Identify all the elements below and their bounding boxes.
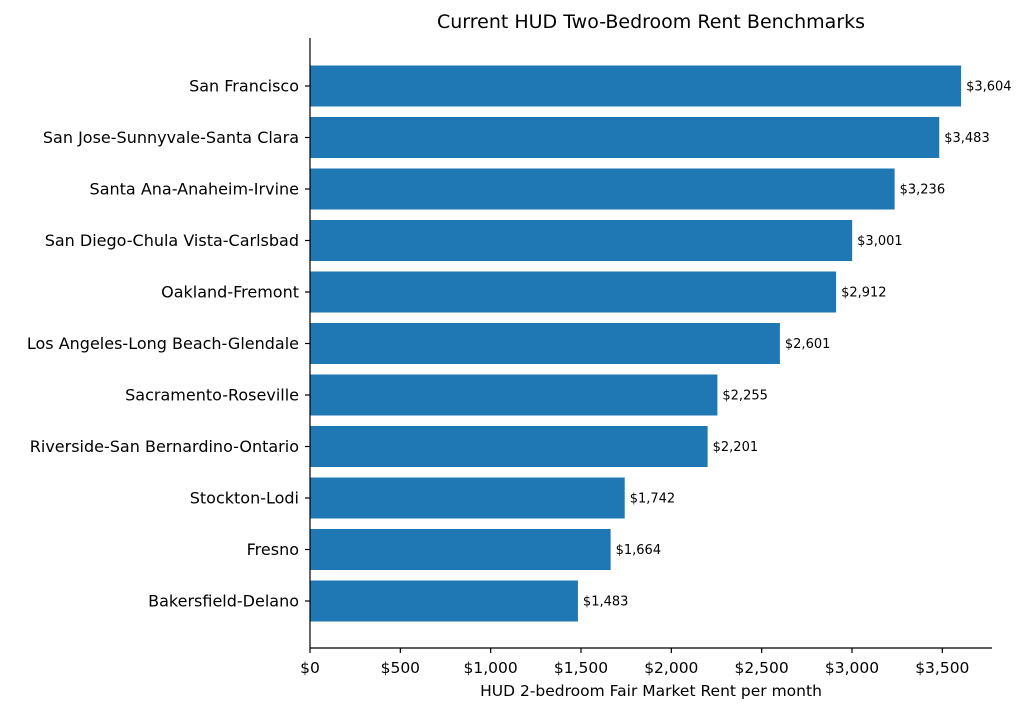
- bar: [310, 117, 940, 158]
- data-label: $3,236: [900, 183, 946, 198]
- category-label: Fresno: [247, 540, 299, 559]
- category-label: Oakland-Fremont: [161, 283, 299, 302]
- data-label: $1,483: [583, 595, 629, 610]
- bar: [310, 65, 962, 107]
- x-tick-label: $2,500: [735, 659, 789, 677]
- bar: [310, 323, 780, 364]
- x-tick-label: $3,000: [825, 659, 879, 677]
- bar: [310, 529, 611, 570]
- category-label: Bakersfield-Delano: [148, 592, 299, 611]
- data-label: $2,601: [785, 337, 831, 352]
- bar: [310, 168, 895, 210]
- category-labels-group: San Francisco San Jose-Sunnyvale-Santa Cl…: [27, 77, 310, 611]
- data-labels-group: $3,604 $3,483 $3,236 $3,001 $2,912 $2,601 $2,2…: [583, 80, 1012, 610]
- category-label: Riverside-San Bernardino-Ontario: [30, 437, 299, 456]
- data-label: $3,483: [944, 131, 990, 146]
- x-axis-label: HUD 2-bedroom Fair Market Rent per month: [480, 682, 822, 700]
- category-label: Sacramento-Roseville: [125, 386, 299, 405]
- x-tick-label: $1,500: [554, 659, 608, 677]
- data-label: $2,255: [722, 389, 768, 404]
- data-label: $1,664: [616, 543, 662, 558]
- bar: [310, 271, 837, 313]
- data-label: $3,001: [857, 234, 903, 249]
- data-label: $2,912: [841, 286, 887, 301]
- data-label: $3,604: [966, 80, 1012, 95]
- x-tick-label: $2,000: [644, 659, 698, 677]
- bar: [310, 426, 708, 467]
- category-label: San Jose-Sunnyvale-Santa Clara: [43, 128, 299, 147]
- x-ticks-group: $0 $500 $1,000 $1,500 $2,000 $2,500 $3,000 $3,5…: [300, 648, 969, 677]
- category-label: San Diego-Chula Vista-Carlsbad: [45, 231, 299, 250]
- x-tick-label: $500: [381, 659, 420, 677]
- bar: [310, 477, 625, 519]
- x-tick-label: $0: [300, 659, 320, 677]
- bar: [310, 374, 718, 416]
- x-tick-label: $3,500: [915, 659, 969, 677]
- category-label: Stockton-Lodi: [190, 489, 299, 508]
- data-label: $2,201: [713, 440, 759, 455]
- bars-group: [310, 65, 962, 622]
- data-label: $1,742: [630, 492, 676, 507]
- category-label: San Francisco: [189, 77, 299, 96]
- chart-title: Current HUD Two-Bedroom Rent Benchmarks: [437, 11, 865, 33]
- category-label: Los Angeles-Long Beach-Glendale: [27, 334, 299, 353]
- bar: [310, 220, 853, 261]
- x-tick-label: $1,000: [464, 659, 518, 677]
- bar: [310, 580, 578, 622]
- category-label: Santa Ana-Anaheim-Irvine: [90, 180, 299, 199]
